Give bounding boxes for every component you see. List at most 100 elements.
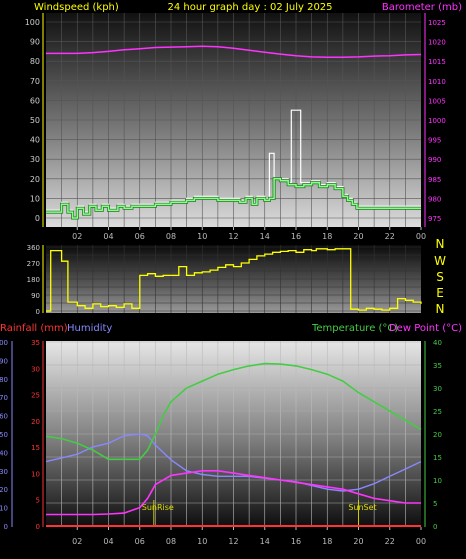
y-right-tick-label: 995 bbox=[428, 137, 441, 145]
x-tick-label: 20 bbox=[353, 232, 363, 241]
humidity-tick-label: 60 bbox=[0, 413, 8, 421]
temp-tick-label: 5 bbox=[433, 500, 437, 508]
x-tick-label: 06 bbox=[135, 232, 145, 241]
barometer-axis-label: Barometer (mb) bbox=[382, 2, 462, 13]
dewpoint-axis-label: Dew Point (°C) bbox=[389, 323, 462, 334]
y-right-tick-label: 1000 bbox=[428, 117, 446, 125]
barometer-line bbox=[46, 45, 422, 59]
rain-tick-label: 35 bbox=[31, 339, 40, 347]
x-tick-label: 08 bbox=[166, 537, 176, 546]
x-tick-label: 06 bbox=[135, 537, 145, 546]
graph-title: 24 hour graph day : 02 July 2025 bbox=[167, 2, 332, 13]
x-tick-label: 10 bbox=[197, 537, 207, 546]
humidity-tick-label: 80 bbox=[0, 376, 8, 384]
y-tick-label: 90 bbox=[30, 38, 40, 47]
temp-tick-label: 30 bbox=[433, 385, 442, 393]
x-tick-label: 02 bbox=[72, 537, 82, 546]
y-tick-label: 40 bbox=[30, 136, 40, 145]
y-tick-label: 270 bbox=[27, 260, 40, 268]
windspeed-axis-label: Windspeed (kph) bbox=[34, 2, 119, 13]
sun-annotation-label: SunSet bbox=[348, 503, 376, 512]
x-tick-label: 04 bbox=[103, 537, 113, 546]
x-tick-label: 00 bbox=[416, 537, 426, 546]
x-tick-label: 16 bbox=[291, 232, 301, 241]
y-tick-label: 80 bbox=[30, 57, 40, 66]
y-right-tick-label: 1010 bbox=[428, 78, 446, 86]
x-tick-label: 20 bbox=[353, 537, 363, 546]
humidity-tick-label: 90 bbox=[0, 357, 8, 365]
rain-tick-label: 0 bbox=[36, 523, 40, 531]
dewpoint-line bbox=[46, 469, 421, 516]
x-tick-label: 14 bbox=[260, 232, 270, 241]
x-tick-label: 22 bbox=[385, 537, 395, 546]
y-right-tick-label: 990 bbox=[428, 156, 441, 164]
x-tick-label: 18 bbox=[322, 537, 332, 546]
x-tick-label: 16 bbox=[291, 537, 301, 546]
rain-tick-label: 15 bbox=[31, 444, 40, 452]
sun-annotation-label: SunRise bbox=[142, 503, 174, 512]
x-tick-label: 22 bbox=[385, 232, 395, 241]
rain-tick-label: 10 bbox=[31, 470, 40, 478]
temperature-line bbox=[45, 362, 422, 461]
x-tick-label: 12 bbox=[228, 232, 238, 241]
humidity-tick-label: 30 bbox=[0, 468, 8, 476]
y-tick-label: 90 bbox=[31, 292, 40, 300]
x-tick-label: 14 bbox=[260, 537, 270, 546]
humidity-tick-label: 0 bbox=[4, 523, 8, 531]
y-tick-label: 30 bbox=[30, 155, 40, 164]
y-tick-label: 100 bbox=[25, 18, 40, 27]
temp-tick-label: 0 bbox=[433, 523, 437, 531]
wind-direction-line bbox=[46, 248, 422, 312]
compass-s: S bbox=[436, 270, 444, 284]
x-tick-label: 02 bbox=[72, 232, 82, 241]
compass-w: W bbox=[434, 254, 446, 268]
temp-tick-label: 20 bbox=[433, 431, 442, 439]
y-tick-label: 180 bbox=[27, 276, 40, 284]
humidity-line bbox=[45, 433, 422, 492]
x-tick-label: 10 bbox=[197, 232, 207, 241]
x-tick-label: 08 bbox=[166, 232, 176, 241]
y-tick-label: 0 bbox=[35, 214, 40, 223]
rain-tick-label: 5 bbox=[36, 497, 40, 505]
temp-tick-label: 15 bbox=[433, 454, 442, 462]
humidity-axis-label: Humidity bbox=[67, 323, 112, 334]
x-tick-label: 18 bbox=[322, 232, 332, 241]
x-tick-label: 00 bbox=[416, 232, 426, 241]
windspeed-line bbox=[46, 178, 421, 219]
y-right-tick-label: 1015 bbox=[428, 58, 446, 66]
rain-tick-label: 30 bbox=[31, 365, 40, 373]
compass-e: E bbox=[436, 286, 444, 300]
y-right-tick-label: 1020 bbox=[428, 39, 446, 47]
temp-tick-label: 40 bbox=[433, 339, 442, 347]
compass-n-bottom: N bbox=[436, 302, 445, 316]
y-tick-label: 10 bbox=[30, 194, 40, 203]
x-tick-label: 04 bbox=[103, 232, 113, 241]
humidity-tick-label: 100 bbox=[0, 339, 8, 347]
humidity-tick-label: 10 bbox=[0, 505, 8, 513]
y-tick-label: 360 bbox=[27, 244, 40, 252]
x-tick-label: 12 bbox=[228, 537, 238, 546]
compass-n-top: N bbox=[436, 237, 445, 251]
humidity-tick-label: 50 bbox=[0, 431, 8, 439]
y-tick-label: 60 bbox=[30, 96, 40, 105]
y-tick-label: 20 bbox=[30, 175, 40, 184]
y-right-tick-label: 985 bbox=[428, 176, 441, 184]
rain-tick-label: 20 bbox=[31, 418, 40, 426]
humidity-tick-label: 70 bbox=[0, 394, 8, 402]
humidity-tick-label: 40 bbox=[0, 449, 8, 457]
y-right-tick-label: 1005 bbox=[428, 97, 446, 105]
humidity-tick-label: 20 bbox=[0, 486, 8, 494]
y-right-tick-label: 1025 bbox=[428, 19, 446, 27]
y-right-tick-label: 980 bbox=[428, 195, 441, 203]
rain-tick-label: 25 bbox=[31, 392, 40, 400]
temperature-axis-label: Temperature (°C) bbox=[311, 323, 398, 334]
y-tick-label: 0 bbox=[36, 308, 40, 316]
temp-tick-label: 25 bbox=[433, 408, 442, 416]
rainfall-axis-label: Rainfall (mm) bbox=[0, 323, 68, 334]
y-right-tick-label: 975 bbox=[428, 215, 441, 223]
temp-tick-label: 10 bbox=[433, 477, 442, 485]
temp-tick-label: 35 bbox=[433, 362, 442, 370]
y-tick-label: 50 bbox=[30, 116, 40, 125]
